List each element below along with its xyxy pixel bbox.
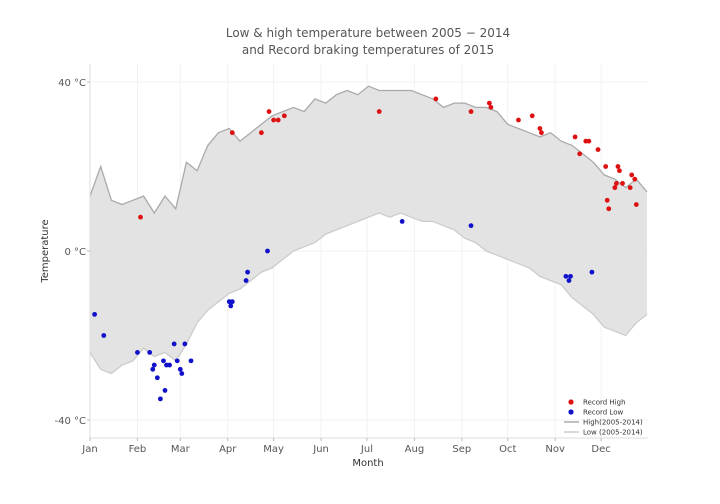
record-low-point	[157, 396, 163, 402]
record-low-point	[162, 388, 168, 393]
x-tick-label: Oct	[499, 444, 516, 455]
record-low-point	[167, 362, 172, 368]
record-high-point	[529, 113, 535, 119]
legend-label: Record High	[583, 399, 626, 407]
temperature-range-band	[90, 86, 647, 374]
record-low-point	[468, 223, 474, 229]
record-low-point	[265, 248, 270, 254]
legend-label: Low (2005-2014)	[583, 429, 643, 437]
record-low-point	[566, 278, 572, 283]
x-tick-label: Jun	[312, 444, 329, 455]
record-high-point	[275, 117, 281, 123]
record-low-point	[161, 358, 166, 364]
record-high-point	[632, 176, 638, 182]
record-low-point	[135, 350, 140, 355]
record-low-point	[92, 311, 97, 317]
record-high-point	[537, 126, 543, 131]
x-axis-label: Month	[352, 458, 383, 469]
record-low-point	[179, 371, 185, 376]
record-high-point	[604, 197, 610, 203]
chart-subtitle: and Record braking temperatures of 2015	[242, 43, 494, 57]
record-high-point	[258, 130, 264, 136]
record-high-point	[627, 185, 633, 191]
record-high-point	[629, 172, 635, 178]
record-low-point	[101, 333, 107, 338]
record-low-point	[568, 273, 573, 279]
record-high-point	[433, 96, 439, 102]
y-tick-label: -40 °C	[55, 416, 87, 427]
high-temperature-line	[89, 85, 648, 215]
record-high-point	[516, 117, 521, 123]
record-high-point	[633, 202, 639, 207]
x-tick-label: Sep	[452, 444, 471, 455]
legend-marker	[568, 399, 574, 405]
record-low-point	[154, 375, 160, 381]
record-high-point	[612, 185, 618, 191]
record-low-point	[150, 366, 156, 372]
axes: Jan Feb Mar Apr May Jun Jul Aug Sep Oct Nov Dec 40 °…	[55, 64, 648, 455]
record-high-point	[613, 181, 619, 186]
legend-marker	[568, 409, 574, 415]
y-tick-label: 0 °C	[64, 247, 86, 258]
record-low-point	[182, 341, 188, 347]
record-low-point	[229, 299, 235, 305]
y-axis-label: Temperature	[40, 219, 51, 283]
record-low-point	[188, 358, 194, 364]
legend-label: Record Low	[583, 409, 623, 417]
record-low-point	[228, 303, 234, 309]
record-high-point	[266, 109, 272, 114]
x-tick-label: Feb	[129, 444, 147, 455]
record-high-point	[620, 181, 625, 186]
record-low-point	[177, 366, 183, 372]
record-high-point	[468, 109, 474, 114]
y-tick-label: 40 °C	[58, 78, 86, 89]
x-tick-label: May	[263, 444, 284, 455]
record-high-point	[606, 206, 612, 212]
record-high-point	[586, 138, 592, 144]
record-high-point	[595, 147, 601, 153]
record-high-point	[572, 134, 578, 140]
x-tick-label: Apr	[219, 444, 237, 455]
record-points	[92, 96, 639, 402]
record-low-point	[563, 273, 569, 279]
low-temperature-line	[89, 212, 648, 375]
legend-label: High(2005-2014)	[583, 419, 643, 427]
record-low-point	[243, 278, 249, 283]
record-high-point	[138, 214, 143, 220]
record-low-point	[147, 350, 153, 355]
record-high-point	[229, 130, 235, 136]
record-high-point	[488, 104, 494, 110]
record-high-point	[376, 109, 382, 114]
chart-title: Low & high temperature between 2005 − 20…	[226, 26, 510, 40]
record-low-point	[245, 269, 251, 275]
record-low-point	[151, 362, 157, 368]
record-high-point	[577, 151, 583, 157]
record-high-point	[617, 168, 622, 174]
record-high-point	[486, 100, 492, 106]
record-low-point	[171, 341, 177, 347]
legend: Record High Record Low High(2005-2014) Low …	[564, 399, 643, 437]
record-high-point	[539, 130, 544, 136]
x-tick-label: Nov	[545, 444, 565, 455]
record-low-point	[589, 269, 595, 275]
record-high-point	[281, 113, 287, 119]
x-tick-label: Jul	[360, 444, 373, 455]
record-high-point	[615, 164, 621, 169]
x-tick-label: Jan	[81, 444, 97, 455]
record-low-point	[399, 219, 405, 224]
record-low-point	[174, 358, 180, 364]
record-high-point	[603, 164, 609, 169]
x-tick-label: Dec	[591, 444, 610, 455]
record-high-point	[271, 117, 277, 123]
x-tick-label: Mar	[171, 444, 191, 455]
x-tick-label: Aug	[405, 444, 425, 455]
